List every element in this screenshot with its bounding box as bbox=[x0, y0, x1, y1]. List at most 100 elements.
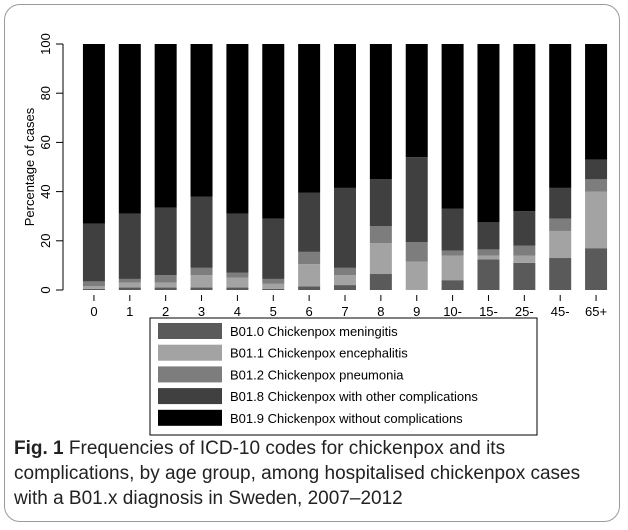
bar-segment-pneumonia-10- bbox=[441, 250, 464, 256]
bar-segment-without_complications-25- bbox=[513, 44, 536, 212]
bar-segment-pneumonia-5 bbox=[262, 278, 285, 284]
x-tick-label: 0 bbox=[90, 304, 97, 319]
bar-segment-other_complications-5 bbox=[262, 218, 285, 279]
bar-segment-meningitis-6 bbox=[298, 286, 321, 290]
bar-segment-encephalitis-6 bbox=[298, 264, 321, 287]
bar-segment-without_complications-15- bbox=[477, 44, 500, 223]
bar-segment-pneumonia-3 bbox=[190, 267, 213, 276]
bar-segment-without_complications-0 bbox=[82, 44, 105, 224]
bar-segment-pneumonia-1 bbox=[118, 278, 141, 283]
bar-segment-other_complications-0 bbox=[82, 223, 105, 282]
x-tick-label: 2 bbox=[162, 304, 169, 319]
bar-segment-other_complications-65+ bbox=[585, 159, 608, 180]
bar-segment-without_complications-7 bbox=[334, 44, 356, 188]
x-tick-label: 10- bbox=[443, 304, 462, 319]
x-tick-label: 5 bbox=[270, 304, 277, 319]
bar-segment-encephalitis-45- bbox=[549, 230, 572, 259]
bar-segment-encephalitis-9 bbox=[405, 261, 428, 290]
x-tick-label: 65+ bbox=[585, 304, 607, 319]
bar-segment-other_complications-25- bbox=[513, 211, 536, 246]
bar-segment-pneumonia-2 bbox=[154, 275, 177, 283]
bar-segment-other_complications-6 bbox=[298, 192, 321, 252]
legend-label-encephalitis: B01.1 Chickenpox encephalitis bbox=[230, 346, 408, 361]
bar-segment-meningitis-25- bbox=[513, 262, 536, 290]
axes-layer: 0 1 2 3 4 5 6 7 8 9 10- 15- 25- 45- 65+ 0 20 40 60 80 100 Per… bbox=[22, 33, 607, 319]
x-tick-label: 45- bbox=[551, 304, 570, 319]
bar-segment-pneumonia-45- bbox=[549, 218, 572, 231]
caption-label: Fig. 1 bbox=[14, 438, 64, 459]
x-tick-label: 25- bbox=[515, 304, 534, 319]
bar-segment-meningitis-10- bbox=[441, 280, 464, 290]
bar-segment-other_complications-7 bbox=[334, 187, 356, 268]
bar-segment-pneumonia-15- bbox=[477, 249, 500, 256]
bar-segment-encephalitis-1 bbox=[118, 282, 141, 288]
stacked-bar-chart: 0 1 2 3 4 5 6 7 8 9 10- 15- 25- 45- 65+ 0 20 40 60 80 100 Per… bbox=[22, 33, 608, 436]
legend-label-without_complications: B01.9 Chickenpox without complications bbox=[230, 411, 463, 426]
y-tick-label: 60 bbox=[38, 135, 53, 149]
bar-segment-other_complications-9 bbox=[405, 157, 428, 243]
x-tick-label: 1 bbox=[126, 304, 133, 319]
legend-label-meningitis: B01.0 Chickenpox meningitis bbox=[230, 324, 398, 339]
legend-swatch-without_complications bbox=[158, 409, 222, 426]
x-tick-label: 8 bbox=[377, 304, 384, 319]
bar-segment-meningitis-3 bbox=[190, 287, 213, 290]
bar-segment-pneumonia-25- bbox=[513, 245, 536, 256]
bar-segment-other_complications-3 bbox=[190, 196, 213, 268]
bar-segment-other_complications-45- bbox=[549, 187, 572, 219]
bar-segment-encephalitis-0 bbox=[82, 286, 105, 289]
bar-segment-meningitis-4 bbox=[226, 287, 249, 290]
bar-segment-pneumonia-9 bbox=[405, 242, 428, 262]
bar-segment-encephalitis-3 bbox=[190, 275, 213, 288]
x-tick-label: 15- bbox=[479, 304, 498, 319]
bar-segment-other_complications-8 bbox=[369, 179, 392, 227]
caption-text: Frequencies of ICD-10 codes for chickenp… bbox=[14, 438, 581, 509]
bar-segment-other_complications-10- bbox=[441, 208, 464, 251]
x-tick-label: 6 bbox=[306, 304, 313, 319]
bar-segment-meningitis-45- bbox=[549, 258, 572, 290]
bar-segment-without_complications-8 bbox=[369, 44, 392, 180]
x-tick-label: 7 bbox=[341, 304, 348, 319]
bar-segment-encephalitis-10- bbox=[441, 255, 464, 281]
legend-label-pneumonia: B01.2 Chickenpox pneumonia bbox=[230, 367, 404, 382]
y-tick-label: 40 bbox=[38, 184, 53, 198]
y-tick-label: 100 bbox=[38, 33, 53, 55]
y-tick-label: 20 bbox=[38, 234, 53, 248]
bar-segment-encephalitis-15- bbox=[477, 255, 500, 260]
y-tick-label: 80 bbox=[38, 86, 53, 100]
y-tick-label: 0 bbox=[38, 286, 53, 293]
figure-caption: Fig. 1 Frequencies of ICD-10 codes for c… bbox=[14, 436, 614, 511]
legend-label-other_complications: B01.8 Chickenpox with other complication… bbox=[230, 389, 478, 404]
bar-segment-without_complications-1 bbox=[118, 44, 141, 214]
legend: B01.0 Chickenpox meningitis B01.1 Chicken… bbox=[149, 317, 538, 436]
x-tick-label: 3 bbox=[198, 304, 205, 319]
bar-segment-meningitis-8 bbox=[369, 274, 392, 290]
bar-segment-other_complications-4 bbox=[226, 213, 249, 273]
bar-segment-without_complications-2 bbox=[154, 44, 177, 208]
bar-segment-without_complications-4 bbox=[226, 44, 249, 214]
bar-segment-meningitis-2 bbox=[154, 287, 177, 290]
bar-segment-without_complications-9 bbox=[405, 44, 428, 158]
bar-segment-encephalitis-8 bbox=[369, 243, 392, 275]
bar-segment-without_complications-45- bbox=[549, 44, 572, 188]
bar-segment-without_complications-10- bbox=[441, 44, 464, 209]
bar-segment-without_complications-6 bbox=[298, 44, 321, 193]
bar-segment-without_complications-65+ bbox=[585, 44, 608, 160]
bar-segment-encephalitis-7 bbox=[334, 275, 356, 286]
bar-segment-encephalitis-2 bbox=[154, 282, 177, 288]
bar-segment-other_complications-15- bbox=[477, 222, 500, 250]
bar-segment-meningitis-7 bbox=[334, 285, 356, 290]
bar-segment-meningitis-15- bbox=[477, 259, 500, 290]
bar-segment-without_complications-5 bbox=[262, 44, 285, 219]
x-tick-label: 4 bbox=[234, 304, 241, 319]
bar-segment-pneumonia-4 bbox=[226, 272, 249, 278]
bar-segment-meningitis-65+ bbox=[585, 248, 608, 290]
legend-swatch-pneumonia bbox=[158, 366, 222, 383]
bar-segment-pneumonia-8 bbox=[369, 226, 392, 244]
bar-segment-encephalitis-25- bbox=[513, 255, 536, 263]
bar-segment-meningitis-5 bbox=[262, 288, 285, 290]
bar-segment-encephalitis-4 bbox=[226, 277, 249, 288]
bar-segment-encephalitis-5 bbox=[262, 283, 285, 289]
bars-layer bbox=[82, 44, 608, 290]
bar-segment-pneumonia-7 bbox=[334, 267, 356, 276]
bar-segment-encephalitis-65+ bbox=[585, 191, 608, 249]
